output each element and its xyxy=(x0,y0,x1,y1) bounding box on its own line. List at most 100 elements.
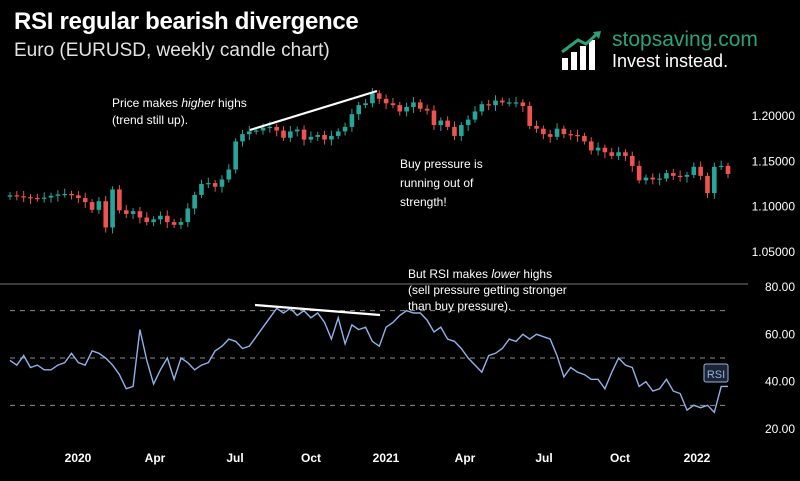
candle xyxy=(705,172,710,199)
candle xyxy=(623,149,628,161)
candle xyxy=(41,192,47,203)
rsi-y-axis: 80.00 60.00 40.00 20.00 xyxy=(765,280,795,436)
x-tick-label: 2022 xyxy=(684,451,711,465)
candle xyxy=(35,193,40,202)
candle xyxy=(308,131,314,143)
candle xyxy=(513,97,519,108)
candle xyxy=(506,98,512,107)
candle xyxy=(664,169,669,182)
candle xyxy=(185,203,191,228)
candle xyxy=(431,105,437,131)
candle xyxy=(62,188,68,198)
candle xyxy=(7,192,13,200)
x-axis: 2020 Apr Jul Oct 2021 Apr Jul Oct 2022 xyxy=(65,451,711,465)
candle xyxy=(493,95,498,112)
candle xyxy=(438,117,444,131)
candle xyxy=(486,99,491,111)
candle xyxy=(370,87,375,108)
candle xyxy=(643,174,649,185)
candle xyxy=(602,144,608,159)
candle xyxy=(69,190,74,200)
candle xyxy=(404,102,409,117)
x-tick-label: Oct xyxy=(610,451,630,465)
rsi-tick-label: 80.00 xyxy=(765,280,795,294)
candle xyxy=(110,186,115,234)
buy-pressure-annotation: Buy pressure is running out of strength! xyxy=(400,157,486,209)
candle xyxy=(130,208,136,219)
rsi-annotation: But RSI makes lower highs (sell pressure… xyxy=(408,267,570,313)
candle xyxy=(588,137,594,155)
candle xyxy=(445,116,450,131)
price-tick-label: 1.15000 xyxy=(752,154,796,168)
candle xyxy=(206,177,211,189)
candle xyxy=(725,162,731,179)
price-tick-label: 1.10000 xyxy=(752,200,796,214)
candle xyxy=(199,179,204,199)
candle xyxy=(14,191,20,201)
candle xyxy=(575,129,580,142)
price-tick-label: 1.20000 xyxy=(752,109,796,123)
candle xyxy=(718,160,724,170)
x-tick-label: Apr xyxy=(145,451,166,465)
candle xyxy=(541,125,546,140)
x-tick-label: 2020 xyxy=(65,451,92,465)
candle xyxy=(76,191,81,204)
candle xyxy=(479,101,485,116)
page-title: RSI regular bearish divergence xyxy=(14,8,359,35)
brand-logo[interactable]: stopsaving.com Invest instead. xyxy=(560,28,795,76)
candle xyxy=(48,192,54,203)
x-tick-label: Oct xyxy=(301,451,321,465)
candle xyxy=(322,130,327,145)
candle xyxy=(158,211,163,225)
candle xyxy=(164,210,170,228)
candle xyxy=(465,115,471,131)
candle xyxy=(424,104,430,115)
candle xyxy=(417,99,423,112)
candle xyxy=(500,97,505,106)
candle xyxy=(103,195,109,233)
candle xyxy=(233,138,238,174)
rsi-tick-label: 20.00 xyxy=(765,422,795,436)
candle xyxy=(89,198,95,214)
candle xyxy=(28,193,33,204)
rsi-tick-label: 60.00 xyxy=(765,327,795,341)
candle xyxy=(554,123,560,141)
price-trendline xyxy=(249,89,378,132)
x-tick-label: 2021 xyxy=(373,451,400,465)
candle xyxy=(281,126,286,141)
candle xyxy=(629,151,635,172)
brand-tagline: Invest instead. xyxy=(612,51,729,71)
rsi-panel: RSI xyxy=(9,303,729,414)
candle xyxy=(595,142,601,156)
x-tick-label: Jul xyxy=(535,451,552,465)
candle xyxy=(137,206,143,224)
candle xyxy=(178,217,184,229)
x-tick-label: Jul xyxy=(226,451,243,465)
candle xyxy=(616,146,621,160)
candle xyxy=(247,126,252,141)
candle xyxy=(452,121,457,141)
rsi-tick-label: 40.00 xyxy=(765,375,795,389)
candle xyxy=(335,128,341,140)
candle xyxy=(411,97,416,113)
candle xyxy=(329,130,334,146)
candle xyxy=(96,196,102,214)
candle xyxy=(547,129,553,143)
bar-chart-arrow-icon xyxy=(561,31,601,70)
candle xyxy=(582,132,587,145)
candle xyxy=(294,126,300,137)
candle xyxy=(609,148,615,160)
price-y-axis: 1.20000 1.15000 1.10000 1.05000 xyxy=(752,109,796,259)
candle xyxy=(657,173,662,186)
rsi-series-label: RSI xyxy=(703,363,729,383)
candle xyxy=(82,192,88,209)
candle xyxy=(527,101,532,130)
candle xyxy=(363,99,368,109)
candle xyxy=(219,175,225,193)
rsi-line xyxy=(9,307,728,414)
candle xyxy=(274,123,279,137)
candle xyxy=(151,216,156,227)
price-tick-label: 1.05000 xyxy=(752,245,796,259)
candle xyxy=(55,190,61,202)
